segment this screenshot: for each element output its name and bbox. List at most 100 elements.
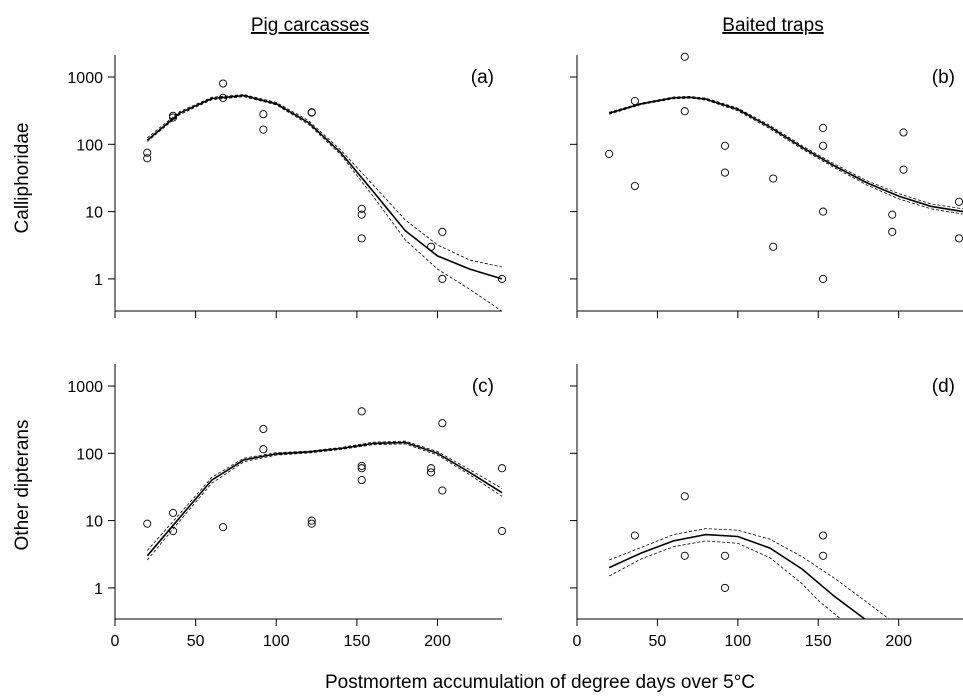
panel-a-data-point xyxy=(426,242,436,251)
panel-d-data-point xyxy=(819,551,828,560)
panel-b-data-point xyxy=(899,165,908,174)
panel-b-label: (b) xyxy=(932,67,955,88)
panel-a-y-tick-label: 10 xyxy=(85,205,103,222)
panel-a-y-tick-label: 100 xyxy=(76,137,103,154)
panel-a-ci-lower-line xyxy=(147,96,503,311)
panel-a-data-point xyxy=(143,148,152,157)
panel-a-data-point xyxy=(143,154,152,163)
panel-a-data-point xyxy=(218,79,228,88)
panel-b-curves xyxy=(608,95,963,215)
panel-d-x-tick-label: 50 xyxy=(649,633,667,650)
panel-a-fit-line xyxy=(146,94,503,280)
panel-b-data-point xyxy=(605,149,614,158)
panel-c-data-point xyxy=(357,407,366,416)
panel-a-ci-upper-line xyxy=(147,94,503,268)
panel-a-curves xyxy=(146,94,503,311)
panel-d-data-point xyxy=(680,492,689,501)
column-title-baited-traps: Baited traps xyxy=(722,15,823,36)
panel-c-data-point xyxy=(438,419,447,428)
panel-d-fit-line xyxy=(608,533,867,619)
panel-c-y-tick-label: 10 xyxy=(85,514,103,531)
panel-b-data-point xyxy=(888,210,897,219)
panel-a-data-point xyxy=(259,110,268,119)
panel-c-y-tick-label: 100 xyxy=(76,446,103,463)
panel-c-ci-lower-line xyxy=(146,443,503,561)
panel-c-data-point xyxy=(357,476,366,485)
panel-d-curves xyxy=(608,528,890,619)
panel-c-data-point xyxy=(168,526,178,536)
panel-a-label: (a) xyxy=(471,67,494,88)
panel-d: 0 50 100 150 200 (d) xyxy=(570,364,963,650)
panel-b-data-point xyxy=(769,174,778,183)
panel-b-data-point xyxy=(819,274,828,283)
panel-c-data-point xyxy=(307,519,316,528)
panel-b-fit-line xyxy=(608,96,963,213)
panel-d-data-point xyxy=(630,531,639,540)
panel-b-data-point xyxy=(888,227,897,236)
panel-c-curves xyxy=(146,440,503,561)
panel-d-ci-upper-line xyxy=(609,528,890,619)
panel-b-data-point xyxy=(630,181,639,191)
panel-d-x-tick-label: 0 xyxy=(573,633,582,650)
panel-d-data-point xyxy=(680,551,689,560)
panel-d-ci-lower-line xyxy=(609,540,842,619)
panel-a-data-point xyxy=(168,111,178,120)
panel-c-data-point xyxy=(259,424,268,434)
panel-c-data-point xyxy=(426,468,436,477)
panel-a-data-point xyxy=(438,274,447,283)
panel-a-y-tick-label: 1000 xyxy=(67,70,103,87)
panel-a-data-point xyxy=(357,210,366,219)
panel-d-data-point xyxy=(720,583,730,592)
panel-b-data-point xyxy=(680,52,689,61)
panel-b-data-point xyxy=(819,123,828,132)
column-title-pig-carcasses: Pig carcasses xyxy=(251,15,369,36)
panel-c-data-point xyxy=(497,526,507,536)
panel-b-data-point xyxy=(769,242,778,251)
panel-b-data-point xyxy=(899,128,908,137)
panel-d-data-point xyxy=(720,551,730,560)
panel-b-data-point xyxy=(819,141,828,150)
panel-b-data-point xyxy=(954,197,963,206)
panel-c-data-point xyxy=(357,461,366,470)
panel-a-data-point xyxy=(497,274,507,283)
panel-a-data-point xyxy=(307,108,316,117)
panel-d-x-tick-label: 100 xyxy=(724,633,751,650)
panel-b-data-point xyxy=(720,141,730,150)
panel-b-ci-upper-line xyxy=(609,95,963,210)
panel-b-ci-lower-line xyxy=(609,97,963,215)
panel-c-data-point xyxy=(259,445,268,454)
row-label-other-dipterans: Other dipterans xyxy=(12,420,33,551)
panel-c-data-point xyxy=(168,508,178,517)
panel-a-data-point xyxy=(357,234,366,243)
panel-b-data-point xyxy=(630,96,639,106)
panel-a-data-point xyxy=(438,227,447,236)
row-label-calliphoridae: Calliphoridae xyxy=(12,123,33,234)
panel-c-x-tick-label: 150 xyxy=(344,633,371,650)
panel-c-data-point xyxy=(307,516,316,525)
panel-b: (b) xyxy=(570,52,963,318)
panel-d-label: (d) xyxy=(932,376,955,397)
panel-c-data-point xyxy=(438,486,447,495)
panel-b-data-point xyxy=(720,168,730,177)
panel-c-data-point xyxy=(218,523,228,532)
panel-c-fit-line xyxy=(146,441,503,557)
panel-d-x-tick-label: 150 xyxy=(805,633,832,650)
panel-c-y-tick-label: 1 xyxy=(94,581,103,598)
panel-c-data-point xyxy=(426,464,436,473)
panel-b-data-point xyxy=(954,234,963,243)
panel-c-x-tick-label: 100 xyxy=(263,633,290,650)
x-axis-label: Postmortem accumulation of degree days o… xyxy=(325,672,755,693)
panel-a-data-point xyxy=(218,93,228,102)
panel-b-data-point xyxy=(819,207,828,216)
panel-c-ci-upper-line xyxy=(147,440,503,551)
panel-c-data-point xyxy=(357,464,366,473)
panel-c: 1 10 100 1000 0 50 100 150 200 (c) xyxy=(67,364,507,650)
panel-c-y-tick-label: 1000 xyxy=(67,379,103,396)
panel-c-label: (c) xyxy=(472,376,494,397)
panel-a-data-point xyxy=(259,125,268,134)
panel-a-data-point xyxy=(357,204,366,213)
panel-a: 1 10 100 1000 (a) xyxy=(67,55,507,318)
panel-c-x-tick-label: 50 xyxy=(187,633,205,650)
